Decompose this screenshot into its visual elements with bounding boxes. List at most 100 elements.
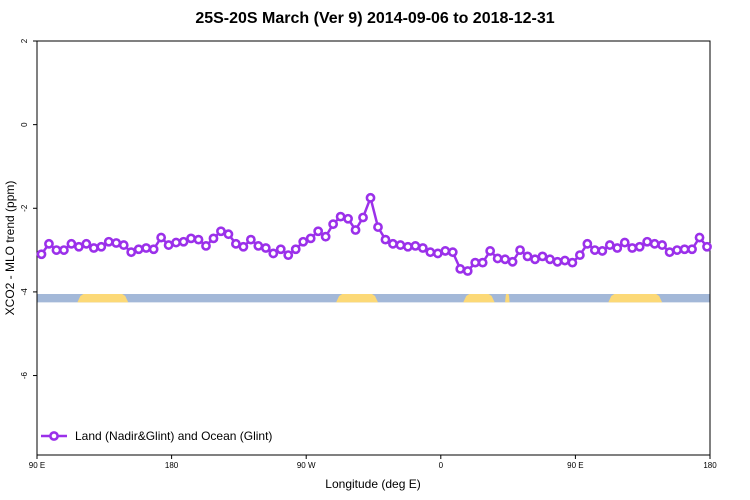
data-point — [679, 244, 690, 255]
data-point — [73, 241, 84, 252]
data-point — [702, 241, 712, 252]
data-point — [417, 243, 428, 253]
data-point — [589, 245, 600, 255]
data-point — [373, 222, 383, 232]
data-point — [201, 241, 211, 251]
data-point — [410, 241, 421, 251]
data-point — [627, 243, 638, 253]
data-point — [402, 241, 413, 252]
data-point — [694, 232, 705, 243]
x-tick-label: 90 E — [567, 461, 583, 470]
land-segment — [463, 294, 495, 303]
data-point — [619, 237, 630, 248]
y-axis: 2 0 -2 -4 -6 — [20, 38, 37, 379]
x-axis-title: Longitude (deg E) — [325, 477, 420, 491]
data-point — [350, 225, 361, 235]
y-tick-label: 0 — [20, 122, 29, 127]
legend-label: Land (Nadir&Glint) and Ocean (Glint) — [75, 429, 272, 443]
data-point — [231, 238, 241, 249]
data-point — [574, 250, 585, 261]
data-point — [216, 226, 226, 237]
data-point — [522, 251, 533, 262]
y-tick-label: -6 — [20, 371, 29, 379]
data-point — [358, 212, 368, 223]
data-point — [96, 241, 107, 252]
land-segment — [608, 294, 663, 303]
data-point — [687, 244, 697, 255]
x-tick-label: 180 — [703, 461, 717, 470]
y-axis-title: XCO2 - MLO trend (ppm) — [3, 181, 17, 316]
data-point — [178, 236, 189, 247]
data-point — [567, 257, 578, 268]
data-point — [193, 234, 204, 245]
data-point — [492, 253, 503, 264]
data-point — [283, 250, 294, 261]
x-axis: 90 E 180 90 W 0 90 E 180 — [29, 455, 717, 470]
data-point — [604, 240, 615, 250]
data-point — [343, 213, 353, 224]
land-segment — [505, 294, 510, 303]
x-tick-label: 90 E — [29, 461, 45, 470]
data-point — [59, 245, 69, 255]
data-point — [425, 247, 436, 258]
surface-band — [37, 294, 710, 303]
data-point — [485, 246, 496, 256]
data-point — [395, 240, 406, 250]
land-segment — [336, 294, 378, 303]
data-point — [88, 243, 99, 253]
data-point — [81, 238, 92, 249]
data-point — [156, 232, 167, 243]
data-point — [275, 244, 286, 255]
data-point — [44, 238, 54, 249]
x-tick-label: 180 — [165, 461, 179, 470]
data-point — [634, 241, 645, 252]
data-point — [148, 244, 159, 255]
data-point — [560, 255, 570, 266]
data-point — [537, 251, 548, 262]
data-point — [664, 247, 675, 258]
data-point — [455, 264, 466, 274]
data-point — [440, 246, 451, 256]
data-point — [515, 245, 525, 255]
data-point — [470, 257, 481, 268]
data-point — [335, 211, 346, 222]
data-point — [320, 231, 331, 242]
data-point — [36, 249, 47, 260]
data-point — [447, 247, 458, 258]
data-point — [388, 238, 398, 249]
data-point — [245, 234, 256, 245]
data-point — [552, 256, 563, 267]
data-point — [582, 238, 593, 249]
data-point — [163, 240, 174, 250]
data-point — [657, 240, 668, 250]
data-point — [462, 266, 473, 276]
data-point — [298, 236, 309, 247]
data-point — [103, 236, 114, 247]
chart-title: 25S-20S March (Ver 9) 2014-09-06 to 2018… — [195, 10, 555, 27]
x-tick-label: 90 W — [297, 461, 316, 470]
data-point — [118, 240, 129, 250]
data-point — [328, 219, 339, 230]
data-point — [186, 233, 196, 244]
data-point — [208, 233, 219, 244]
data-point — [530, 254, 540, 265]
data-point — [545, 254, 555, 265]
data-point — [253, 241, 264, 251]
data-point — [507, 256, 518, 267]
data-point — [313, 226, 324, 237]
data-point — [223, 229, 234, 240]
y-tick-label: 2 — [20, 38, 29, 43]
data-point — [612, 243, 623, 253]
data-point — [305, 233, 316, 244]
legend-point-marker — [49, 431, 59, 441]
land-segment — [77, 294, 129, 303]
data-point — [597, 246, 608, 256]
x-tick-label: 0 — [439, 461, 444, 470]
series-line — [40, 196, 708, 273]
y-tick-label: -4 — [20, 288, 29, 296]
data-point — [66, 238, 77, 249]
data-point — [432, 248, 443, 259]
legend: Land (Nadir&Glint) and Ocean (Glint) — [41, 429, 272, 443]
data-point — [672, 245, 682, 255]
data-point — [171, 237, 181, 248]
